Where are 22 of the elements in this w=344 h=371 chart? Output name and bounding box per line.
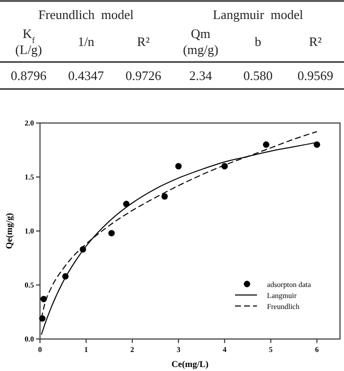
text: 1/n	[78, 34, 95, 49]
text: R²	[309, 34, 322, 49]
x-axis-title: Ce(mg/L)	[172, 359, 208, 369]
text: K$_{f}$ (L/g)	[15, 26, 42, 57]
text: Qm (mg/g)	[182, 26, 218, 57]
text: b	[254, 34, 262, 49]
text: Freundlich model	[38, 7, 134, 22]
point	[108, 230, 115, 236]
text: Langmuir model	[212, 7, 304, 22]
text: 0.4347	[68, 68, 104, 83]
text: R²	[137, 34, 150, 49]
point	[262, 141, 270, 148]
text: 0.9726	[125, 68, 162, 83]
text: 0.580	[243, 68, 273, 83]
y-axis-title: Qe(mg/g)	[4, 213, 14, 249]
text: 0.8796	[10, 68, 48, 83]
text: 0.9569	[297, 68, 334, 83]
point	[123, 200, 130, 208]
point	[39, 315, 46, 322]
point	[161, 193, 168, 200]
text: 2.34	[189, 68, 213, 83]
point	[175, 163, 182, 170]
